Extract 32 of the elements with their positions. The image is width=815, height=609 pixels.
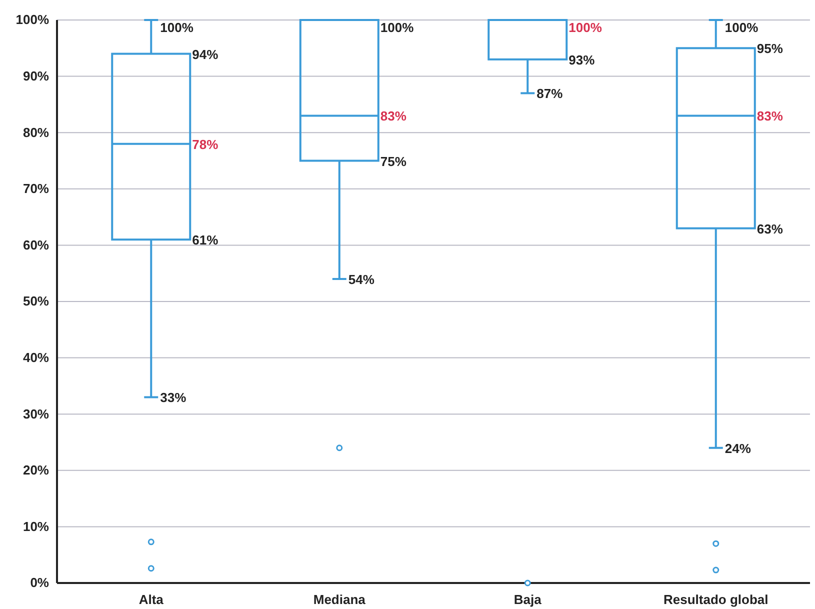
annotation: 83% (756, 108, 784, 124)
annotation: 100% (380, 20, 414, 35)
y-tick-label: 0% (30, 575, 50, 590)
annotation: 24% (724, 440, 752, 456)
annotation: 93% (568, 52, 596, 68)
annotation: 100% (568, 20, 602, 35)
x-tick-label: Alta (138, 592, 164, 608)
annotation: 61% (192, 232, 219, 248)
annotation: 63% (756, 221, 784, 236)
annotation: 94% (192, 46, 219, 62)
y-tick-label: 60% (22, 237, 50, 252)
x-tick-label: Resultado global (664, 592, 768, 608)
y-tick-label: 70% (22, 181, 50, 196)
annotation: 83% (380, 108, 407, 124)
annotation: 75% (380, 154, 407, 169)
y-tick-label: 80% (22, 124, 50, 140)
y-tick-label: 20% (22, 462, 50, 478)
annotation: 100% (724, 20, 759, 35)
annotation: 95% (756, 41, 784, 56)
annotation: 87% (536, 86, 564, 102)
y-tick-label: 10% (22, 518, 50, 534)
x-tick-label: Baja (514, 592, 542, 608)
annotation: 33% (160, 390, 187, 406)
x-tick-label: Mediana (313, 592, 366, 608)
y-tick-label: 30% (22, 406, 50, 422)
annotation: 100% (160, 20, 194, 35)
y-tick-label: 100% (16, 12, 50, 28)
annotation: 78% (192, 136, 219, 152)
y-tick-label: 90% (22, 68, 50, 84)
y-tick-label: 40% (22, 350, 50, 365)
y-tick-label: 50% (22, 294, 50, 309)
annotation: 54% (348, 272, 375, 287)
